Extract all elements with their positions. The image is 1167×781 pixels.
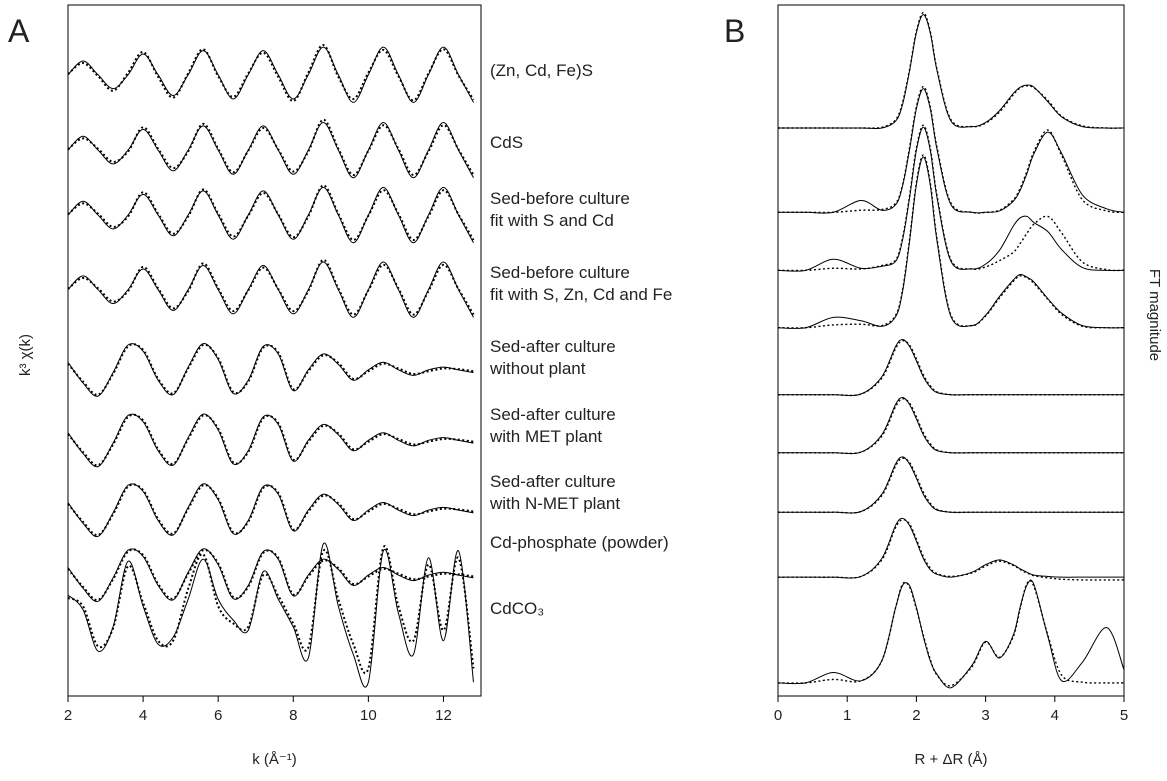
plot-frame — [67, 4, 482, 697]
data-line — [67, 261, 474, 318]
data-line — [777, 579, 1125, 689]
fit-line — [778, 398, 1124, 455]
data-line — [67, 548, 474, 602]
x-tick-label: 6 — [214, 707, 222, 724]
y-axis-title: k³ χ(k) — [17, 334, 34, 376]
data-line — [67, 46, 474, 103]
data-line — [67, 121, 474, 179]
x-tick-label: 5 — [1120, 707, 1128, 724]
fit-line — [778, 457, 1124, 514]
legend-label: Sed-after culture with N-MET plant — [490, 472, 621, 513]
x-tick-label: 10 — [360, 707, 377, 724]
x-axis-title: k (Å⁻¹) — [252, 751, 297, 768]
fit-line — [777, 579, 1125, 687]
x-tick-label: 12 — [435, 707, 452, 724]
x-tick-label: 1 — [843, 707, 851, 724]
panel-label: A — [8, 13, 30, 49]
data-line — [67, 413, 474, 468]
fit-line — [777, 154, 1125, 329]
fit-line — [778, 85, 1125, 214]
data-line — [777, 156, 1125, 329]
fit-line — [67, 118, 475, 176]
legend-label: CdCO₃ — [490, 599, 545, 618]
fit-line — [67, 548, 474, 601]
legend-label: Sed-before culture fit with S and Cd — [490, 189, 630, 230]
legend-label: Sed-before culture fit with S, Zn, Cd an… — [490, 263, 673, 304]
fit-line — [778, 518, 1124, 581]
panel-label: B — [724, 13, 745, 49]
data-line — [777, 14, 1125, 130]
fit-line — [67, 483, 474, 537]
legend-label: Sed-after culture with MET plant — [490, 405, 616, 446]
fit-line — [67, 258, 475, 316]
y-axis-title: FT magnitude — [1146, 269, 1163, 361]
fit-line — [67, 413, 474, 467]
x-axis-title: R + ΔR (Å) — [915, 751, 988, 768]
data-line — [67, 542, 474, 688]
fit-line — [777, 11, 1125, 129]
legend-label: (Zn, Cd, Fe)S — [490, 61, 593, 80]
legend-label: Cd-phosphate (powder) — [490, 533, 669, 552]
plot-frame — [777, 4, 1125, 697]
legend-label: CdS — [490, 133, 524, 152]
fit-line — [777, 124, 1125, 272]
data-line — [778, 456, 1124, 514]
x-tick-label: 3 — [981, 707, 989, 724]
fit-line — [778, 340, 1124, 397]
x-tick-label: 4 — [1051, 707, 1059, 724]
x-tick-label: 2 — [64, 707, 72, 724]
data-line — [778, 88, 1125, 214]
x-tick-label: 4 — [139, 707, 147, 724]
data-line — [67, 343, 474, 397]
data-line — [778, 517, 1124, 579]
fit-line — [67, 44, 475, 103]
x-tick-label: 0 — [774, 707, 782, 724]
fit-line — [67, 343, 474, 396]
data-line — [778, 338, 1124, 397]
x-tick-label: 8 — [289, 707, 297, 724]
fit-line — [67, 545, 475, 675]
legend-label: Sed-after culture without plant — [490, 337, 616, 378]
x-tick-label: 2 — [912, 707, 920, 724]
data-line — [67, 483, 474, 538]
fit-line — [67, 184, 475, 241]
data-line — [778, 396, 1124, 455]
